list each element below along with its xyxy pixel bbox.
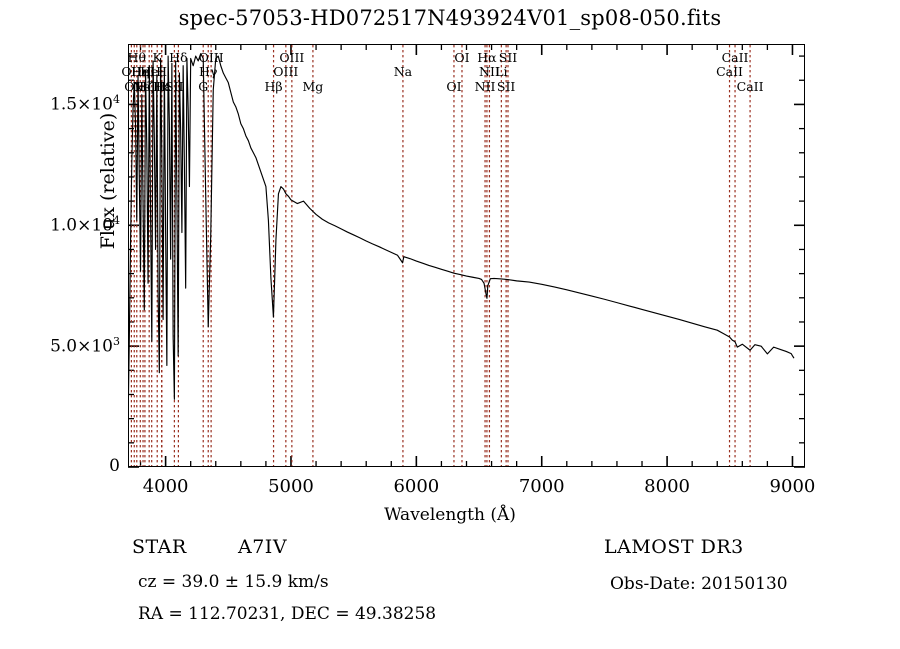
spectral-line-label: SII	[498, 50, 518, 65]
spectral-line-label: HeI	[131, 64, 155, 79]
object-type: STAR	[132, 536, 187, 558]
spectral-line-label: CaII	[721, 50, 749, 65]
spectral-line-label: OIII	[198, 50, 224, 65]
y-tick-label: 1.5×104	[50, 93, 120, 116]
spectral-line-label: Hα	[477, 50, 497, 65]
x-axis-label: Wavelength (Å)	[384, 505, 516, 525]
spectral-line-label: OI	[454, 50, 470, 65]
spectral-line-label: K	[152, 50, 162, 65]
x-tick-label: 4000	[142, 476, 189, 497]
x-tick-label: 6000	[393, 476, 440, 497]
x-tick-label: 7000	[518, 476, 565, 497]
y-tick-label: 1.0×104	[50, 214, 120, 236]
x-tick-label: 9000	[769, 476, 816, 497]
spectral-line-label: OIII	[273, 64, 299, 79]
spectral-line-label: OI	[446, 79, 462, 94]
spectral-line-label: NII	[474, 79, 496, 94]
spectral-line-label: HeI	[140, 64, 164, 79]
spectral-line-label: Hβ	[264, 79, 283, 94]
spectral-line-label: H	[156, 64, 168, 79]
spectral-line-label: NII	[479, 64, 500, 79]
spectral-line-label: OIII	[279, 50, 305, 65]
spectral-line-label: SII	[165, 79, 184, 94]
spectral-line-label: G	[198, 79, 209, 94]
spectral-line-label: Li	[495, 64, 508, 79]
spectral-line-label: Hε	[153, 79, 171, 94]
spectral-line-label: Hη	[131, 64, 150, 79]
spectral-line-label: Hζ	[136, 79, 154, 94]
y-tick-label: 0	[109, 456, 120, 476]
spectral-line-label: OII	[121, 64, 142, 79]
spectral-line-label: Mg	[302, 79, 324, 94]
spectral-line-label: CaII	[716, 64, 743, 79]
spectral-line-label: Na	[393, 64, 413, 79]
spectral-line-label: Hγ	[199, 64, 218, 79]
y-tick-label: 5.0×103	[50, 335, 120, 357]
spectral-line-label: CaII	[736, 79, 764, 94]
spectral-line-label: OII	[124, 79, 145, 94]
redshift-velocity: cz = 39.0 ± 15.9 km/s	[138, 572, 329, 592]
x-tick-label: 8000	[644, 476, 690, 497]
spectral-line-label: SII	[496, 79, 516, 94]
spectral-line-label: Hδ	[169, 50, 188, 65]
spectral-line-label: Hθ	[127, 50, 146, 65]
survey-name: LAMOST DR3	[604, 536, 744, 558]
x-tick-label: 5000	[268, 476, 314, 497]
coordinates: RA = 112.70231, DEC = 49.38258	[138, 604, 437, 624]
spectral-line-label: NeIII	[132, 79, 166, 94]
object-subclass: A7IV	[238, 536, 288, 558]
figure-title: spec-57053-HD072517N493924V01_sp08-050.f…	[178, 6, 722, 30]
observation-date: Obs-Date: 20150130	[610, 574, 788, 594]
